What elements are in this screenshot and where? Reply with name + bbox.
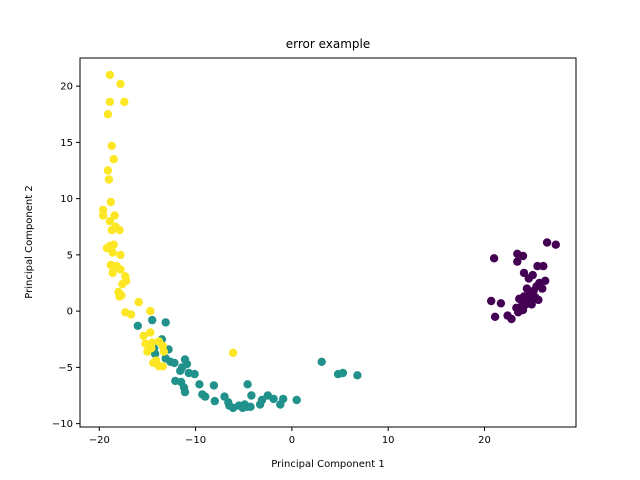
data-point [108,248,117,257]
y-tick-label: −5 [58,363,73,374]
y-axis-label: Principal Component 2 [24,185,35,298]
x-tick-label: −10 [185,435,206,446]
data-point [105,216,115,226]
data-point [542,238,552,247]
data-point [243,380,252,389]
data-point [105,70,115,80]
x-axis-ticks: −20 −10 0 10 20 [89,427,491,446]
data-point [243,402,252,411]
data-point [190,369,199,379]
data-point [538,284,547,293]
data-point [109,240,118,249]
data-point [353,371,362,380]
data-point [228,348,238,357]
data-point [154,362,164,371]
data-point [269,394,278,404]
data-point [104,175,114,184]
data-point [143,347,152,356]
data-point [255,400,265,409]
data-point [551,240,560,249]
y-tick-label: 0 [67,307,73,318]
data-point [115,225,124,235]
data-point [487,296,496,306]
data-point [116,79,125,89]
data-point [134,297,143,307]
data-point [518,251,528,261]
y-tick-label: 15 [60,138,73,149]
data-point [533,261,542,271]
y-tick-label: 5 [67,250,73,261]
data-point [146,328,155,337]
data-point [106,197,116,207]
x-axis-label: Principal Component 1 [271,459,384,470]
data-point [110,211,119,220]
data-point [519,268,529,278]
data-point [489,254,499,263]
data-point [118,279,127,289]
data-point [103,166,113,175]
data-point [195,380,204,389]
data-point [148,315,157,325]
data-point [126,310,136,319]
data-point [228,403,238,413]
data-point [276,400,285,409]
data-point [338,368,348,378]
data-point [116,250,125,260]
data-point [292,395,301,405]
data-point [539,261,548,271]
data-point [159,347,168,356]
data-point [161,318,170,327]
y-axis-ticks: −10 −5 0 5 10 15 20 [52,82,80,430]
y-tick-label: 20 [60,82,73,93]
data-point [116,265,125,274]
data-point [120,97,129,107]
y-tick-label: 10 [60,194,73,205]
x-tick-label: 0 [289,435,295,446]
data-point [507,314,516,324]
plot-frame [79,57,577,428]
data-point [103,110,113,119]
data-point [496,299,506,308]
x-tick-label: −20 [89,435,110,446]
data-point [247,391,256,400]
data-point [139,331,148,341]
x-tick-label: 20 [478,435,491,446]
points-layer [98,70,560,413]
data-point [317,357,326,366]
data-point [176,366,185,375]
data-point [524,274,533,283]
data-point [107,141,117,150]
data-point [209,381,219,390]
data-point [180,387,190,397]
data-point [133,321,142,330]
data-point [201,392,210,401]
data-point [527,300,536,309]
data-point [210,396,219,406]
data-point [146,306,155,316]
y-tick-label: −10 [52,419,73,430]
data-point [170,358,179,368]
x-tick-label: 10 [382,435,395,446]
data-point [513,257,522,266]
data-point [109,155,118,164]
data-point [105,97,115,107]
data-point [98,211,108,220]
data-point [108,268,117,278]
data-point [490,312,500,321]
chart-title: error example [286,37,371,51]
data-point [102,243,112,253]
data-point [534,295,543,305]
data-point [514,308,523,317]
data-point [115,292,124,301]
